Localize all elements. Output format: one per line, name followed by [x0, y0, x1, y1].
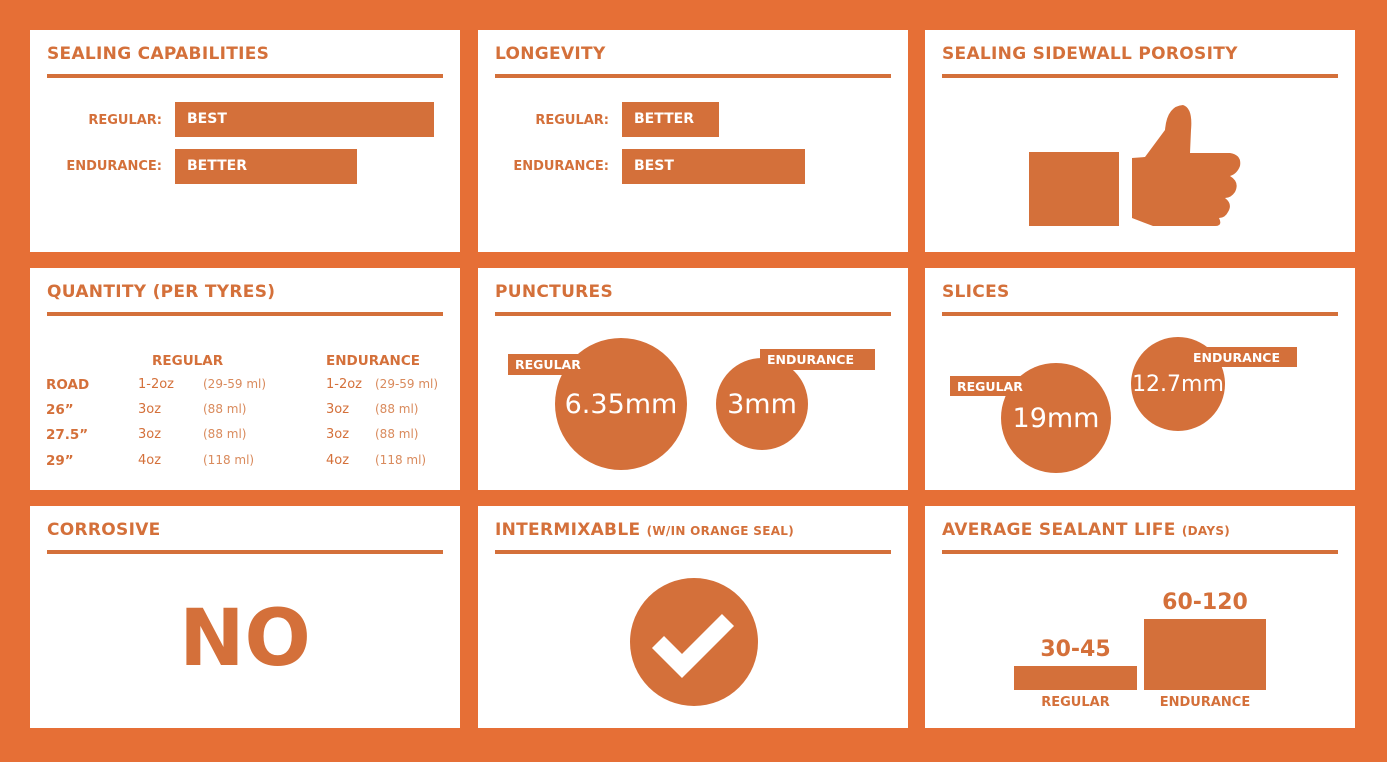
- panel-corrosive: CORROSIVE NO: [30, 506, 460, 728]
- endurance-label: ENDURANCE:: [513, 159, 609, 174]
- divider: [47, 312, 443, 316]
- title-main: INTERMIXABLE: [495, 520, 641, 540]
- regular-bar: BEST: [175, 102, 434, 137]
- divider: [47, 74, 443, 78]
- title-note: (W/IN ORANGE SEAL): [646, 524, 795, 538]
- regular-oz: 1-2oz: [138, 377, 175, 392]
- panel-longevity: LONGEVITY REGULAR: BETTER ENDURANCE: BES…: [478, 30, 908, 252]
- endurance-bar: BETTER: [175, 149, 357, 184]
- regular-ml: (88 ml): [203, 402, 247, 416]
- panel-title: QUANTITY (PER TYRES): [47, 282, 276, 302]
- divider: [495, 74, 891, 78]
- panel-title: CORROSIVE: [47, 520, 161, 540]
- panel-sealing-capabilities: SEALING CAPABILITIES REGULAR: BEST ENDUR…: [30, 30, 460, 252]
- column-header-endurance: ENDURANCE: [326, 353, 420, 369]
- row-size: ROAD: [46, 377, 90, 393]
- column-header-regular: REGULAR: [152, 353, 224, 369]
- endurance-ml: (88 ml): [375, 402, 419, 416]
- endurance-tag: ENDURANCE: [1186, 347, 1297, 367]
- panel-slices: SLICES 12.7mm ENDURANCE 19mm REGULAR: [925, 268, 1355, 490]
- regular-oz: 3oz: [138, 427, 162, 442]
- regular-oz: 4oz: [138, 453, 162, 468]
- endurance-label: ENDURANCE:: [66, 159, 162, 174]
- regular-circle: 6.35mm: [555, 338, 687, 470]
- regular-value: 30-45: [1040, 637, 1111, 662]
- endurance-tag: ENDURANCE: [760, 349, 875, 370]
- panel-title: AVERAGE SEALANT LIFE (DAYS): [942, 520, 1230, 540]
- regular-ml: (29-59 ml): [203, 377, 267, 391]
- regular-ml: (88 ml): [203, 427, 247, 441]
- regular-bar: [1014, 666, 1137, 690]
- endurance-ml: (88 ml): [375, 427, 419, 441]
- row-size: 29”: [46, 453, 74, 469]
- panel-sealant-life: AVERAGE SEALANT LIFE (DAYS) 30-45 REGULA…: [925, 506, 1355, 728]
- divider: [942, 550, 1338, 554]
- row-size: 26”: [46, 402, 74, 418]
- row-size: 27.5”: [46, 427, 89, 443]
- divider: [495, 550, 891, 554]
- divider: [495, 312, 891, 316]
- panel-title: INTERMIXABLE (W/IN ORANGE SEAL): [495, 520, 794, 540]
- divider: [942, 312, 1338, 316]
- panel-sidewall-porosity: SEALING SIDEWALL POROSITY: [925, 30, 1355, 252]
- endurance-circle: 3mm: [716, 358, 808, 450]
- endurance-ml: (118 ml): [375, 453, 427, 467]
- endurance-oz: 4oz: [326, 453, 350, 468]
- panel-title: SLICES: [942, 282, 1010, 302]
- endurance-oz: 3oz: [326, 427, 350, 442]
- regular-label: REGULAR: [1041, 695, 1110, 710]
- panel-title: SEALING CAPABILITIES: [47, 44, 270, 64]
- regular-tag: REGULAR: [508, 354, 597, 375]
- regular-label: REGULAR:: [88, 113, 162, 128]
- regular-bar: BETTER: [622, 102, 719, 137]
- regular-label: REGULAR:: [535, 113, 609, 128]
- title-note: (DAYS): [1181, 524, 1231, 538]
- endurance-label: ENDURANCE: [1159, 695, 1251, 710]
- divider: [942, 74, 1338, 78]
- thumbs-up-icon: [1029, 105, 1241, 226]
- endurance-ml: (29-59 ml): [375, 377, 439, 391]
- endurance-value: 60-120: [1162, 590, 1248, 615]
- endurance-oz: 1-2oz: [326, 377, 363, 392]
- divider: [47, 550, 443, 554]
- regular-tag: REGULAR: [950, 376, 1038, 396]
- checkmark-circle-icon: [630, 578, 758, 706]
- panel-title: PUNCTURES: [495, 282, 614, 302]
- corrosive-value: NO: [179, 594, 311, 684]
- panel-title: SEALING SIDEWALL POROSITY: [942, 44, 1238, 64]
- regular-oz: 3oz: [138, 402, 162, 417]
- endurance-bar: [1144, 619, 1266, 690]
- panel-intermixable: INTERMIXABLE (W/IN ORANGE SEAL): [478, 506, 908, 728]
- panel-title: LONGEVITY: [495, 44, 606, 64]
- panel-punctures: PUNCTURES 6.35mm REGULAR 3mm ENDURANCE: [478, 268, 908, 490]
- endurance-circle: 12.7mm: [1131, 337, 1225, 431]
- regular-ml: (118 ml): [203, 453, 255, 467]
- title-main: AVERAGE SEALANT LIFE: [942, 520, 1176, 540]
- endurance-oz: 3oz: [326, 402, 350, 417]
- panel-quantity: QUANTITY (PER TYRES) REGULAR ENDURANCE R…: [30, 268, 460, 490]
- endurance-bar: BEST: [622, 149, 805, 184]
